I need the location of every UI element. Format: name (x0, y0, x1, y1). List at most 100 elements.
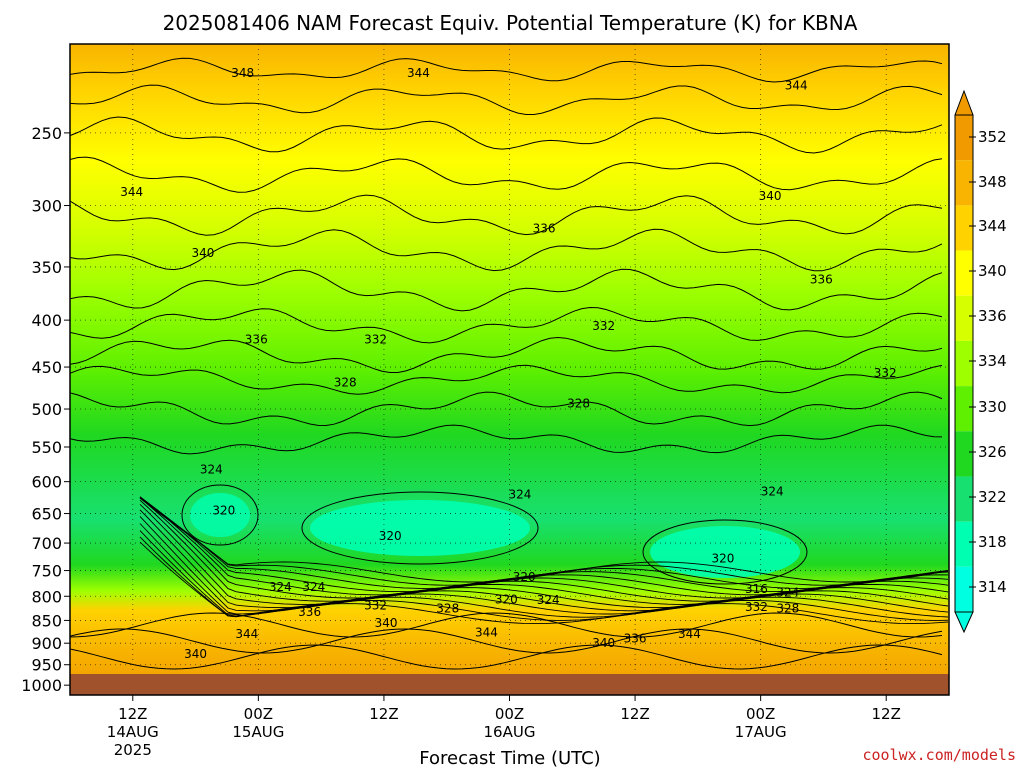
contour-line (139, 530, 949, 618)
colorbar-swatch (955, 386, 973, 432)
contour-label: 328 (436, 602, 459, 616)
colorbar-tick-label: 314 (978, 578, 1007, 596)
moist-pocket-core (650, 526, 800, 578)
contour-label: 324 (269, 580, 292, 594)
ground-surface (70, 674, 949, 695)
contour-lines (70, 57, 949, 670)
colorbar: 352 348 344 340 336 334 330 326 322 318 314 (954, 89, 1007, 634)
contour-label: 324 (776, 585, 799, 599)
colorbar-frame (954, 114, 974, 613)
colorbar-tick-label: 348 (978, 173, 1007, 191)
contour-label: 320 (495, 593, 518, 607)
contour-line (70, 336, 943, 373)
contour-label: 316 (745, 582, 768, 596)
contour-label: 332 (874, 366, 897, 380)
x-tick-label: 00Z (746, 705, 775, 723)
contour-label: 328 (334, 376, 357, 390)
contour-line (139, 497, 949, 586)
contour-line (70, 194, 943, 236)
colorbar-top-arrow (954, 89, 974, 116)
contour-label: 340 (184, 647, 207, 661)
contour-line (70, 116, 943, 154)
x-axis-label: Forecast Time (UTC) (419, 748, 600, 768)
colorbar-swatch (955, 566, 973, 612)
contour-label: 320 (712, 552, 735, 566)
y-tick-label: 900 (31, 634, 62, 653)
y-tick-label: 1000 (21, 676, 62, 695)
y-tick-label: 250 (31, 124, 62, 143)
y-tick-label: 350 (31, 258, 62, 277)
x-tick-label: 12Z (620, 705, 649, 723)
contour-label: 324 (302, 580, 325, 594)
contour-line (70, 391, 943, 427)
contour-line (139, 496, 949, 596)
contour-label: 336 (298, 605, 321, 619)
contour-label: 328 (776, 602, 799, 616)
x-tick-date: 14AUG (107, 723, 159, 741)
contour-label: 332 (592, 319, 615, 333)
contour-label: 344 (407, 66, 430, 80)
contour-label: 344 (235, 627, 258, 641)
contour-line (70, 644, 943, 670)
contour-line (301, 491, 539, 565)
x-tick-label: 00Z (495, 705, 524, 723)
colorbar-swatch (955, 205, 973, 251)
credit-text: coolwx.com/models (862, 746, 1016, 764)
y-tick-label: 750 (31, 562, 62, 581)
y-tick-label: 300 (31, 197, 62, 216)
x-tick-date: 15AUG (232, 723, 284, 741)
colorbar-tick-label: 352 (978, 128, 1007, 146)
y-tick-label: 600 (31, 473, 62, 492)
y-tick-label: 450 (31, 358, 62, 377)
colorbar-swatch (955, 340, 973, 387)
colorbar-swatch (955, 115, 973, 161)
colorbar-tick-label: 326 (978, 443, 1007, 461)
y-axis: 250 300 350 400 450 500 550 600 650 700 750 800 850 9… (21, 124, 70, 695)
contour-label: 336 (533, 222, 556, 236)
colorbar-tick-label: 330 (978, 398, 1007, 416)
x-tick-year: 2025 (114, 741, 152, 759)
contour-line (139, 503, 949, 605)
contour-label: 336 (624, 632, 647, 646)
contour-label: 340 (592, 636, 615, 650)
x-tick-label: 12Z (118, 705, 147, 723)
contour-line (70, 268, 943, 312)
contour-line (70, 306, 943, 344)
chart-title: 2025081406 NAM Forecast Equiv. Potential… (163, 11, 858, 35)
y-tick-label: 500 (31, 400, 62, 419)
contour-label: 336 (245, 333, 268, 347)
contour-labels: 348 344 344 344 340 340 336 336 336 332 332 332 328 3… (120, 66, 896, 661)
x-tick-label: 00Z (244, 705, 273, 723)
x-tick-date: 17AUG (735, 723, 787, 741)
contour-line (139, 509, 949, 609)
contour-line (70, 57, 943, 83)
contour-label: 320 (379, 529, 402, 543)
contour-line (70, 628, 943, 654)
moist-pocket-core (190, 493, 250, 537)
contour-label: 320 (513, 570, 536, 584)
y-tick-label: 700 (31, 534, 62, 553)
contour-label: 348 (231, 66, 254, 80)
contour-label: 344 (678, 627, 701, 641)
contour-label: 332 (364, 333, 387, 347)
contour-label: 344 (475, 625, 498, 639)
colorbar-tick-label: 344 (978, 217, 1007, 235)
contour-line (70, 424, 943, 455)
moist-pocket-core (310, 500, 530, 556)
contour-line (70, 156, 943, 193)
y-tick-label: 800 (31, 587, 62, 606)
contour-line (139, 497, 949, 599)
colorbar-tick-label: 336 (978, 307, 1007, 325)
contour-label: 324 (509, 488, 532, 502)
colorbar-tick-label: 340 (978, 262, 1007, 280)
contour-line (70, 84, 943, 115)
y-tick-label: 950 (31, 656, 62, 675)
contour-label: 324 (761, 484, 784, 498)
contour-label: 340 (375, 616, 398, 630)
contour-label: 340 (191, 246, 214, 260)
contour-label: 324 (537, 593, 560, 607)
contour-label: 328 (567, 396, 590, 410)
contour-label: 332 (364, 599, 387, 613)
